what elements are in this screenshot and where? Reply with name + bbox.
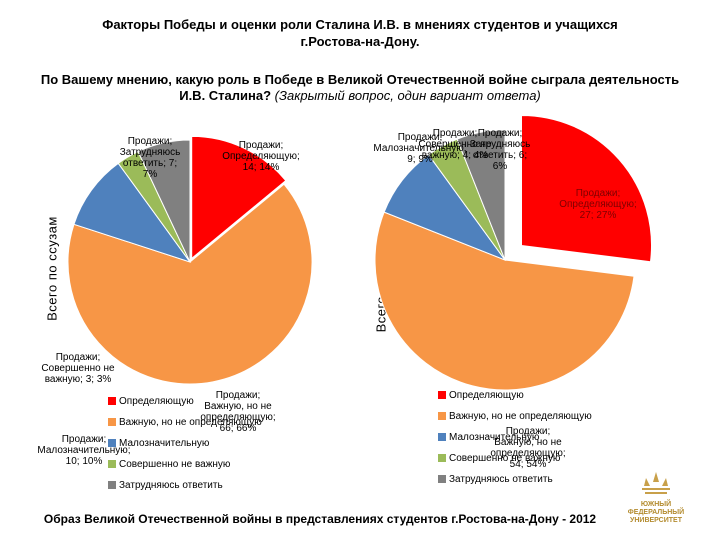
pie-1-slice-1 <box>374 211 635 391</box>
logo-text-3: УНИВЕРСИТЕТ <box>630 517 682 524</box>
legend-swatch <box>108 460 116 468</box>
pie-1-data-label-1: Продажи; Важную, но не определяющую; 54; 54… <box>490 426 565 470</box>
legend-swatch <box>438 475 446 483</box>
legend-vuz: Определяющую Важную, но не определяющую Ма… <box>438 390 592 495</box>
legend-1-item-3: Совершенно не важную <box>438 453 592 464</box>
question-text: По Вашему мнению, какую роль в Победе в … <box>40 72 680 104</box>
footer-caption: Образ Великой Отечественной войны в пред… <box>43 512 597 526</box>
legend-swatch <box>438 412 446 420</box>
legend-0-item-2: Малозначительную <box>108 438 262 449</box>
legend-label: Затрудняюсь ответить <box>449 474 553 485</box>
legend-label: Совершенно не важную <box>449 453 561 464</box>
pie-1-data-label-3: Продажи; Совершенно не важную; 4; 4% <box>418 128 492 161</box>
legend-label: Затрудняюсь ответить <box>119 480 223 491</box>
pie-0-slice-0 <box>191 135 287 260</box>
logo-emblem-icon <box>642 472 670 494</box>
pie-0-slice-2 <box>73 162 192 263</box>
question-note: (Закрытый вопрос, один вариант ответа) <box>274 88 541 103</box>
legend-swatch <box>108 481 116 489</box>
pie-1-data-label-4: Продажи; Затрудняюсь ответить; 6; 6% <box>470 128 531 172</box>
pie-1-data-label-0: Продажи; Определяющую; 27; 27% <box>559 188 637 221</box>
legend-0-item-1: Важную, но не определяющую <box>108 417 262 428</box>
legend-swatch <box>108 439 116 447</box>
legend-label: Малозначительную <box>119 438 210 449</box>
pie-0-slice-4 <box>137 139 191 263</box>
legend-0-item-0: Определяющую <box>108 396 262 407</box>
question-main: По Вашему мнению, какую роль в Победе в … <box>40 72 680 103</box>
legend-label: Малозначительную <box>449 432 540 443</box>
legend-label: Важную, но не определяющую <box>119 417 262 428</box>
legend-ssuz: Определяющую Важную, но не определяющую Ма… <box>108 396 262 501</box>
legend-swatch <box>438 391 446 399</box>
pie-0-data-label-2: Продажи; Малозначительную; 10; 10% <box>37 434 130 467</box>
legend-1-item-0: Определяющую <box>438 390 592 401</box>
legend-label: Совершенно не важную <box>119 459 231 470</box>
legend-0-item-3: Совершенно не важную <box>108 459 262 470</box>
pie-0 <box>67 135 313 385</box>
legend-swatch <box>108 397 116 405</box>
legend-1-item-1: Важную, но не определяющую <box>438 411 592 422</box>
chart-title: Факторы Победы и оценки роли Сталина И.В… <box>40 16 680 50</box>
legend-swatch <box>438 454 446 462</box>
logo-text-2: ФЕДЕРАЛЬНЫЙ <box>627 509 685 516</box>
legend-label: Важную, но не определяющую <box>449 411 592 422</box>
legend-1-item-2: Малозначительную <box>438 432 592 443</box>
pie-1-slice-0 <box>521 114 652 263</box>
pie-0-data-label-3: Продажи; Совершенно не важную; 3; 3% <box>41 352 115 385</box>
legend-swatch <box>108 418 116 426</box>
legend-label: Определяющую <box>449 390 524 401</box>
pie-1 <box>374 114 652 391</box>
pie-1-slice-4 <box>456 129 506 261</box>
pie-0-data-label-1: Продажи; Важную, но не определяющую; 66; 66… <box>200 390 275 434</box>
legend-label: Определяющую <box>119 396 194 407</box>
logo-text-1: ЮЖНЫЙ <box>640 501 672 508</box>
pie-1-data-label-2: Продажи; Малозначительную; 9; 9% <box>373 132 466 165</box>
pie-0-slice-1 <box>67 183 313 385</box>
legend-0-item-4: Затрудняюсь ответить <box>108 480 262 491</box>
legend-swatch <box>438 433 446 441</box>
title-line-2: г.Ростова-на-Дону. <box>300 34 420 49</box>
legend-1-item-4: Затрудняюсь ответить <box>438 474 592 485</box>
pie-0-data-label-4: Продажи; Затрудняюсь ответить; 7; 7% <box>120 136 181 180</box>
title-line-1: Факторы Победы и оценки роли Сталина И.В… <box>102 17 618 32</box>
university-logo: ЮЖНЫЙ ФЕДЕРАЛЬНЫЙ УНИВЕРСИТЕТ <box>622 470 690 525</box>
pie-0-data-label-0: Продажи; Определяющую; 14; 14% <box>222 140 300 173</box>
